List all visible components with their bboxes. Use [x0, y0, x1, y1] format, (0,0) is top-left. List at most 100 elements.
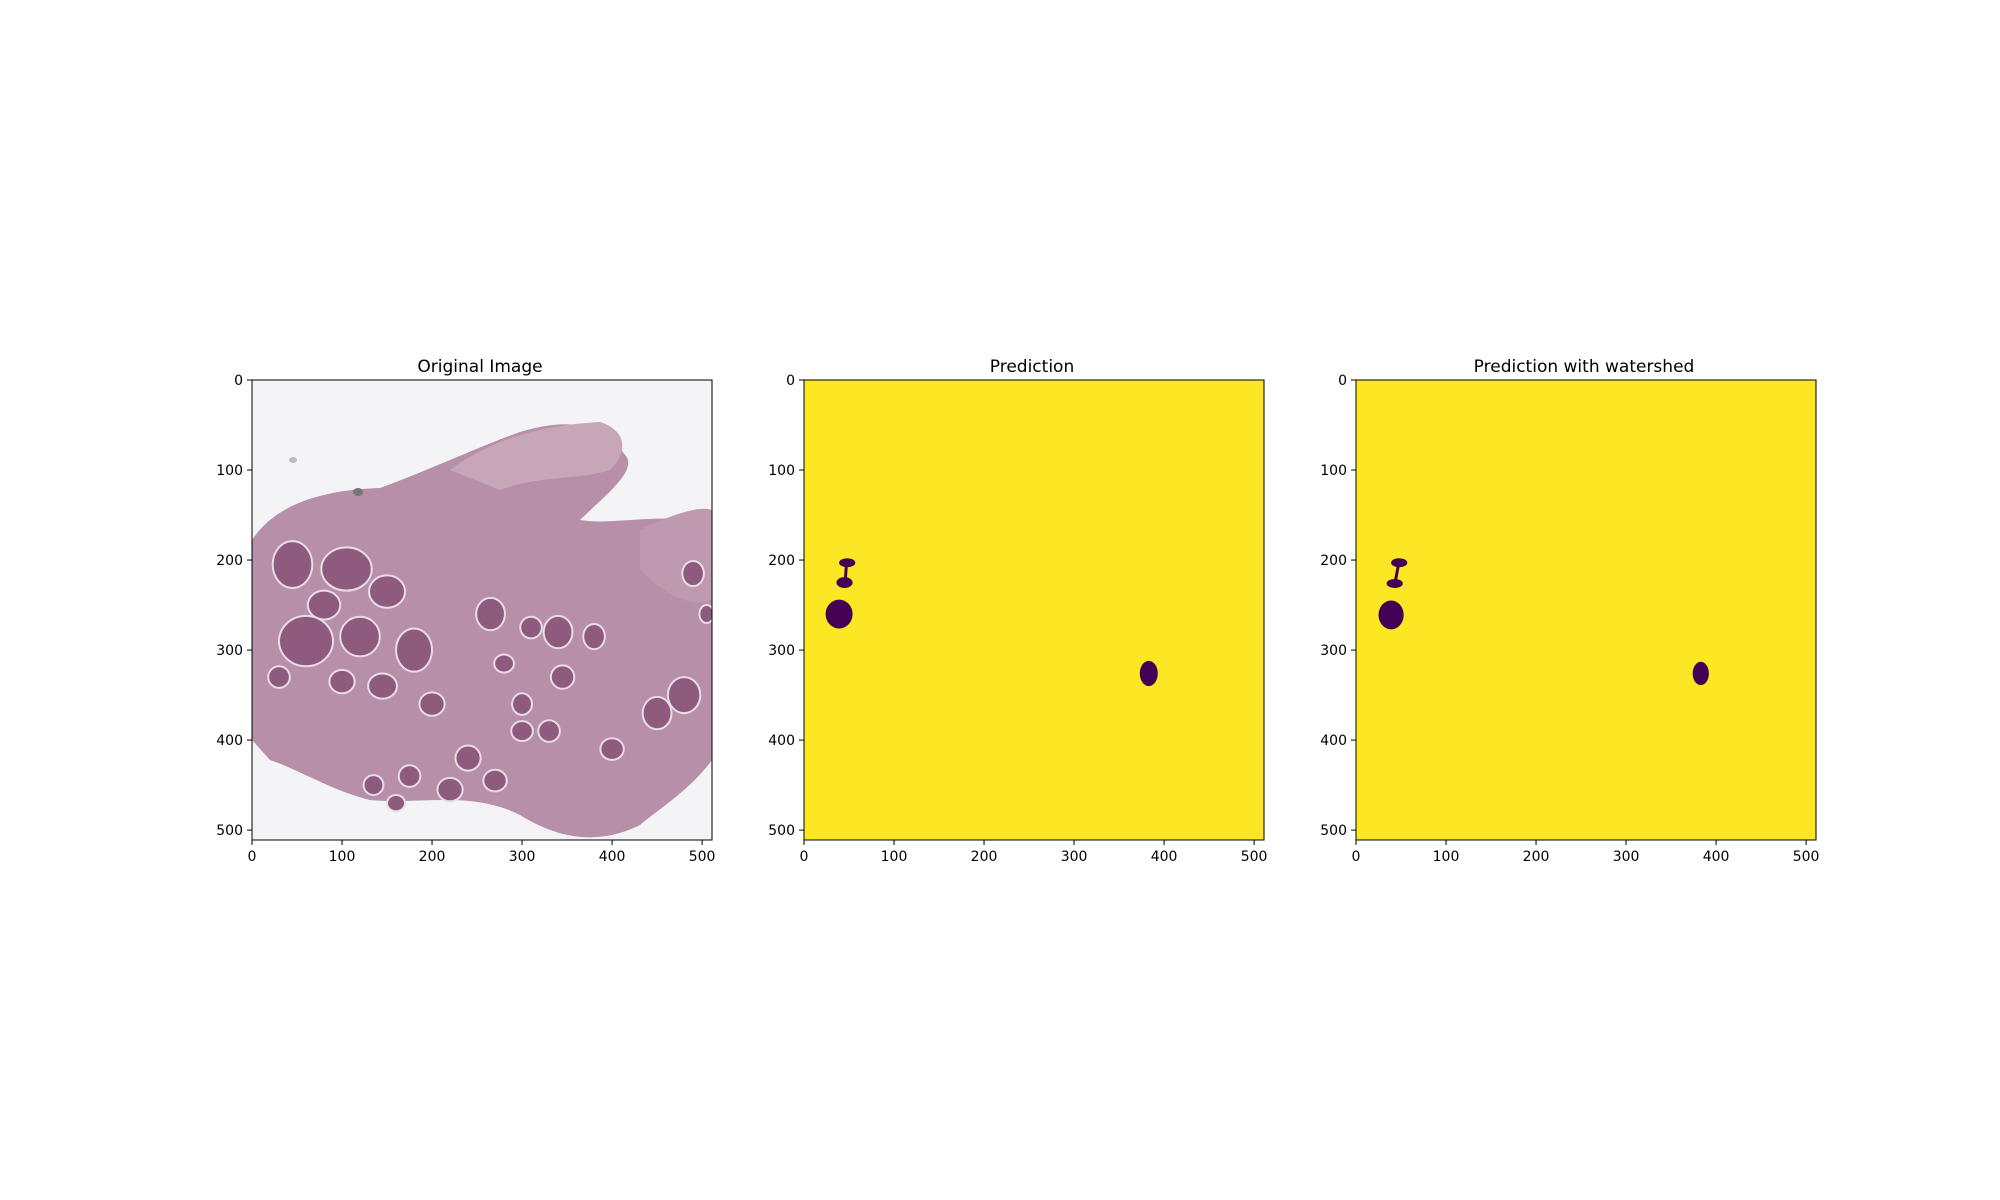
tissue-bundle	[599, 737, 625, 761]
panel-title: Original Image	[417, 357, 542, 377]
panel-original-image: Original Image 0 100 200 300 400 500 0 100 200 3…	[216, 357, 716, 865]
tissue-bundle	[549, 664, 576, 690]
tissue-region	[252, 424, 712, 838]
tissue-bundle	[271, 540, 314, 589]
y-tick-label: 100	[1320, 463, 1347, 479]
x-tick-label: 0	[1352, 849, 1361, 865]
tissue-bundle	[475, 596, 506, 632]
segment-region	[836, 577, 853, 588]
y-axis: 0 100 200 300 400 500	[1320, 373, 1356, 839]
tissue-bundle	[306, 589, 342, 621]
tissue-bundle	[367, 672, 398, 700]
tissue-bundle	[339, 615, 381, 658]
tissue-bundle	[278, 614, 335, 668]
y-axis: 0 100 200 300 400 500	[216, 373, 252, 839]
x-axis: 0 100 200 300 400 500	[248, 840, 716, 865]
tissue-bundle	[397, 764, 422, 788]
tissue-bundle	[454, 744, 482, 772]
y-tick-label: 0	[234, 373, 243, 389]
x-tick-label: 500	[1793, 849, 1820, 865]
x-tick-label: 200	[419, 849, 446, 865]
y-tick-label: 500	[1320, 823, 1347, 839]
tissue-bundle	[362, 774, 385, 796]
heatmap-background	[804, 380, 1264, 840]
x-tick-label: 500	[1241, 849, 1268, 865]
y-tick-label: 400	[216, 733, 243, 749]
tissue-bundle	[386, 793, 407, 813]
segment-region	[1139, 660, 1158, 687]
tissue-bundle	[681, 559, 705, 588]
tissue-bundle	[482, 768, 508, 793]
x-tick-label: 400	[1151, 849, 1178, 865]
tissue-bundle	[436, 776, 464, 803]
x-tick-label: 500	[689, 849, 716, 865]
segment-connector	[1394, 565, 1400, 581]
tissue-bundle	[328, 668, 356, 695]
panel-prediction: Prediction 0 100 200 300 400 500 0 100 200 300 40…	[768, 357, 1267, 865]
tissue-bundle	[519, 615, 543, 640]
tissue-bundle	[418, 691, 446, 717]
x-tick-label: 300	[509, 849, 536, 865]
x-tick-label: 200	[1523, 849, 1550, 865]
axes-frame	[803, 379, 1265, 841]
panel-title: Prediction	[990, 357, 1074, 377]
artifact-spot	[353, 488, 363, 496]
tissue-bundle	[320, 546, 373, 592]
tissue-bundle	[510, 720, 534, 742]
x-tick-label: 100	[1433, 849, 1460, 865]
x-axis: 0 100 200 300 400 500	[1352, 840, 1820, 865]
tissue-bundle	[368, 574, 407, 609]
x-tick-label: 0	[248, 849, 257, 865]
segment-region	[1692, 661, 1709, 686]
panel-title: Prediction with watershed	[1474, 357, 1695, 377]
y-axis: 0 100 200 300 400 500	[768, 373, 804, 839]
tissue-bundle	[395, 627, 434, 673]
x-tick-label: 100	[329, 849, 356, 865]
x-tick-label: 400	[599, 849, 626, 865]
segment-region	[1391, 558, 1408, 568]
y-tick-label: 400	[1320, 733, 1347, 749]
tissue-bundles	[267, 540, 712, 813]
tissue-bundle	[582, 622, 606, 651]
y-tick-label: 300	[1320, 643, 1347, 659]
y-tick-label: 200	[1320, 553, 1347, 569]
tissue-upper-strand	[450, 422, 623, 490]
y-tick-label: 200	[216, 553, 243, 569]
y-tick-label: 100	[768, 463, 795, 479]
tissue-bundle	[666, 676, 702, 715]
x-tick-label: 100	[881, 849, 908, 865]
tissue-bundle	[537, 719, 561, 743]
y-tick-label: 0	[786, 373, 795, 389]
artifact-spot	[289, 457, 297, 463]
y-tick-label: 300	[768, 643, 795, 659]
tissue-bundle	[698, 604, 712, 625]
axes-frame	[251, 379, 713, 841]
x-axis: 0 100 200 300 400 500	[800, 840, 1268, 865]
tissue-bundle	[542, 614, 574, 650]
segment-region	[1378, 600, 1404, 630]
tissue-bundle	[267, 665, 291, 689]
y-tick-label: 300	[216, 643, 243, 659]
y-tick-label: 500	[768, 823, 795, 839]
segment-connector	[843, 565, 848, 580]
panel-prediction-watershed: Prediction with watershed 0 100 200 300 400 5…	[1320, 357, 1819, 865]
segment-region	[825, 599, 853, 629]
x-tick-label: 300	[1613, 849, 1640, 865]
x-tick-label: 200	[971, 849, 998, 865]
heatmap-background	[1356, 380, 1816, 840]
x-tick-label: 300	[1061, 849, 1088, 865]
segment-region	[839, 558, 856, 568]
tissue-bundle	[493, 653, 515, 674]
y-tick-label: 400	[768, 733, 795, 749]
x-tick-label: 400	[1703, 849, 1730, 865]
y-tick-label: 500	[216, 823, 243, 839]
y-tick-label: 100	[216, 463, 243, 479]
tissue-bundle	[641, 695, 673, 731]
segment-region	[1386, 578, 1403, 588]
x-tick-label: 0	[800, 849, 809, 865]
y-tick-label: 0	[1338, 373, 1347, 389]
axes-frame	[1355, 379, 1817, 841]
tissue-bundle	[511, 692, 533, 716]
y-tick-label: 200	[768, 553, 795, 569]
